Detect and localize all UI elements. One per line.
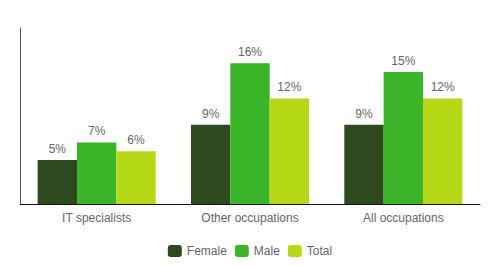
svg-text:16%: 16%: [238, 45, 262, 59]
svg-text:Total: Total: [307, 244, 332, 258]
svg-text:12%: 12%: [431, 80, 455, 94]
svg-text:15%: 15%: [391, 54, 415, 68]
svg-text:Other occupations: Other occupations: [201, 211, 298, 225]
svg-text:IT specialists: IT specialists: [62, 211, 131, 225]
svg-text:Female: Female: [187, 244, 227, 258]
svg-text:5%: 5%: [49, 142, 67, 156]
svg-text:6%: 6%: [127, 133, 145, 147]
svg-text:9%: 9%: [202, 107, 220, 121]
svg-text:9%: 9%: [355, 107, 373, 121]
svg-text:Male: Male: [254, 244, 280, 258]
svg-text:12%: 12%: [277, 80, 301, 94]
svg-text:7%: 7%: [88, 124, 106, 138]
svg-text:All occupations: All occupations: [363, 211, 444, 225]
